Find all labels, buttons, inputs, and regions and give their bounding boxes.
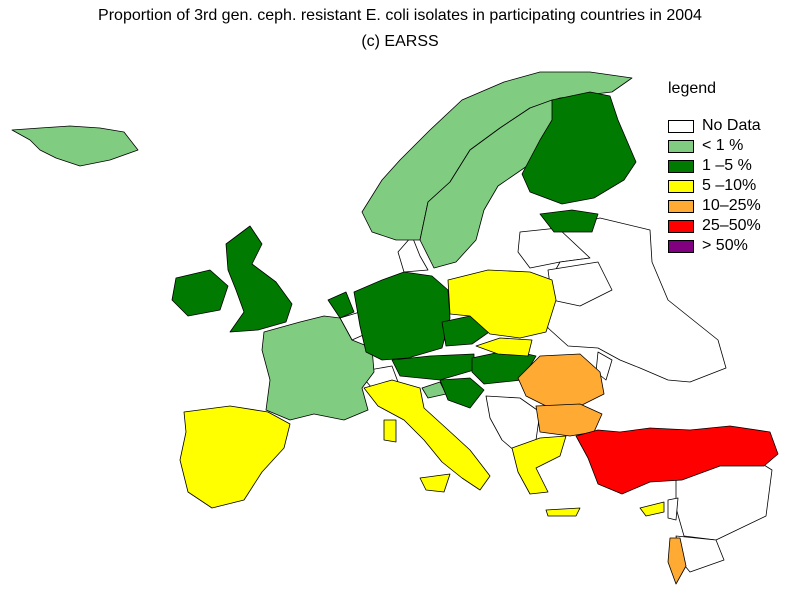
veryhigh-countries xyxy=(575,425,779,495)
legend-item-gt50: > 50% xyxy=(668,236,761,256)
country-cyprus xyxy=(639,501,665,517)
legend-label: 5 –10% xyxy=(702,177,757,194)
no-data-countries xyxy=(339,217,773,573)
legend-item-lt1: < 1 % xyxy=(668,136,761,156)
legend-swatch xyxy=(668,199,694,213)
legend-item-5-10: 5 –10% xyxy=(668,176,761,196)
country-greece xyxy=(511,435,567,495)
country-romania xyxy=(517,353,605,407)
country-iberia xyxy=(179,405,291,509)
high-countries xyxy=(517,353,687,585)
mid-countries xyxy=(179,269,665,517)
legend-swatch xyxy=(668,239,694,253)
legend-label: < 1 % xyxy=(702,137,744,154)
legend-label: 10–25% xyxy=(702,197,761,214)
legend-label: > 50% xyxy=(702,237,748,254)
country-crete xyxy=(545,507,581,517)
country-croatia xyxy=(439,377,485,409)
country-iceland xyxy=(11,125,139,167)
legend: legend No Data < 1 % 1 –5 % 5 –10% 10–25… xyxy=(668,80,761,256)
country-lebanon xyxy=(667,497,679,521)
country-sardinia xyxy=(383,419,397,443)
country-france xyxy=(261,315,375,421)
legend-item-no-data: No Data xyxy=(668,116,761,136)
legend-item-25-50: 25–50% xyxy=(668,216,761,236)
map-title: Proportion of 3rd gen. ceph. resistant E… xyxy=(98,7,702,24)
country-finland xyxy=(521,91,637,205)
legend-swatch xyxy=(668,219,694,233)
country-netherlands xyxy=(327,291,355,319)
legend-swatch xyxy=(668,139,694,153)
country-poland xyxy=(447,269,557,339)
country-turkey xyxy=(575,425,779,495)
midlow-countries xyxy=(171,91,637,409)
legend-swatch xyxy=(668,179,694,193)
legend-item-1-5: 1 –5 % xyxy=(668,156,761,176)
legend-label: No Data xyxy=(702,117,761,134)
map-subtitle: (c) EARSS xyxy=(361,33,439,50)
country-sicily xyxy=(419,473,451,493)
country-estonia xyxy=(539,209,599,233)
legend-title: legend xyxy=(668,80,717,97)
legend-swatch xyxy=(668,159,694,173)
legend-label: 25–50% xyxy=(702,217,761,234)
country-ireland xyxy=(171,269,229,317)
legend-label: 1 –5 % xyxy=(702,157,752,174)
country-slovakia xyxy=(475,337,533,357)
country-israel xyxy=(667,537,687,585)
legend-item-10-25: 10–25% xyxy=(668,196,761,216)
country-germany xyxy=(353,271,451,361)
country-uk xyxy=(225,225,293,333)
low-countries xyxy=(11,71,633,421)
legend-swatch xyxy=(668,119,694,133)
country-italy xyxy=(363,379,491,491)
